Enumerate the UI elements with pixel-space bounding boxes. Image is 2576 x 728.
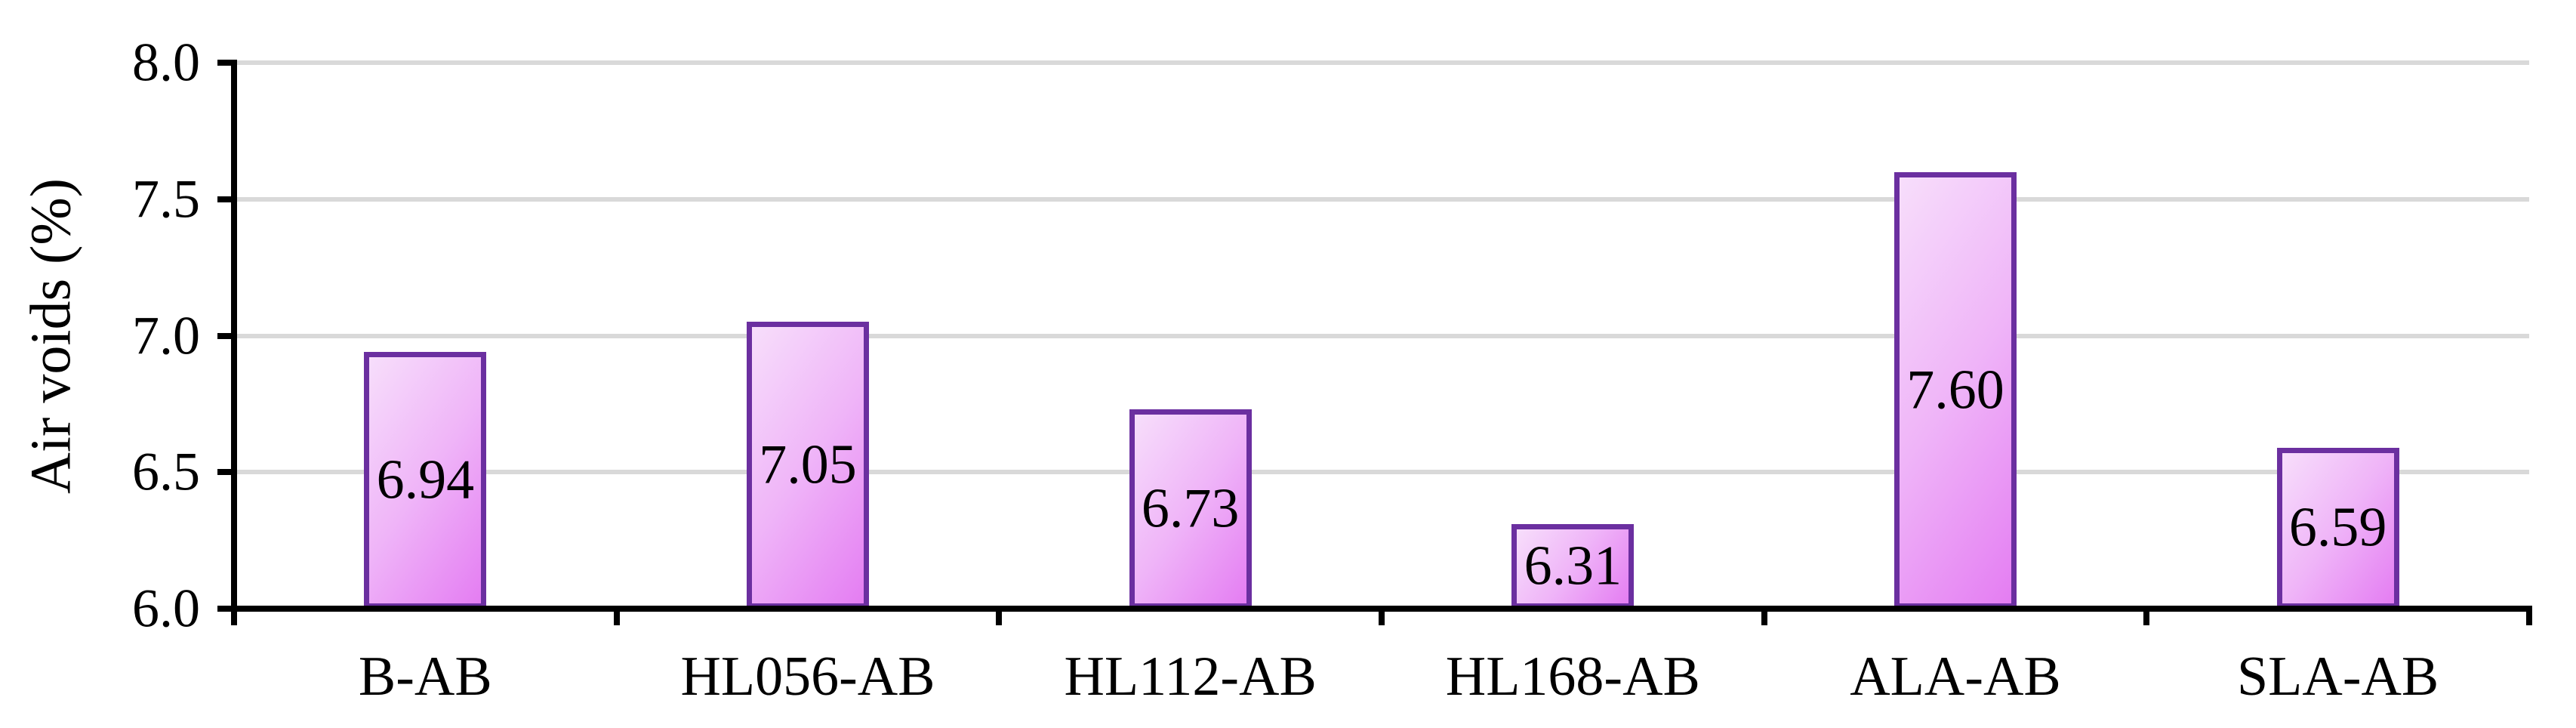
gridline: [234, 470, 2529, 475]
x-axis-category-label-HL168-AB: HL168-AB: [1445, 646, 1700, 708]
y-axis-tick-mark: [217, 332, 234, 339]
bar-HL168-AB: [1511, 523, 1635, 609]
bar-B-AB: [364, 352, 487, 609]
x-axis-category-label-ALA-AB: ALA-AB: [1850, 646, 2061, 708]
bar-value-label: 6.73: [1141, 477, 1240, 540]
x-axis-tick-mark: [613, 609, 620, 625]
bar-value-label: 6.59: [2288, 496, 2387, 559]
x-axis-line: [231, 606, 2532, 612]
x-axis-tick-mark: [996, 609, 1003, 625]
x-axis-tick-mark: [1379, 609, 1385, 625]
bar-ALA-AB: [1894, 171, 2017, 609]
y-axis-tick-label: 6.5: [132, 441, 200, 502]
y-axis-tick-label: 8.0: [132, 32, 200, 93]
y-axis-line: [231, 60, 237, 625]
y-axis-title: Air voids (%): [19, 177, 83, 494]
y-axis-tick-mark: [217, 60, 234, 66]
bar-value-label: 7.05: [759, 433, 857, 496]
gridline: [234, 60, 2529, 65]
bar-value-label: 6.31: [1524, 535, 1622, 597]
bar-value-label: 6.94: [376, 449, 475, 511]
gridline: [234, 333, 2529, 338]
y-axis-tick-mark: [217, 469, 234, 476]
y-axis-tick-mark: [217, 196, 234, 202]
x-axis-category-label-HL056-AB: HL056-AB: [680, 646, 935, 708]
x-axis-tick-mark: [2526, 609, 2532, 625]
bar-SLA-AB: [2276, 447, 2399, 609]
x-axis-tick-mark: [2143, 609, 2150, 625]
y-axis-tick-label: 7.0: [132, 305, 200, 366]
y-axis-tick-label: 6.0: [132, 578, 200, 639]
gridline: [234, 196, 2529, 202]
x-axis-category-label-HL112-AB: HL112-AB: [1064, 646, 1317, 708]
y-axis-tick-label: 7.5: [132, 168, 200, 230]
x-axis-category-label-B-AB: B-AB: [358, 646, 492, 708]
x-axis-category-label-SLA-AB: SLA-AB: [2237, 646, 2439, 708]
x-axis-tick-mark: [1761, 609, 1767, 625]
bar-HL056-AB: [747, 322, 869, 609]
bar-value-label: 7.60: [1906, 359, 2004, 421]
y-axis-tick-mark: [217, 606, 234, 612]
